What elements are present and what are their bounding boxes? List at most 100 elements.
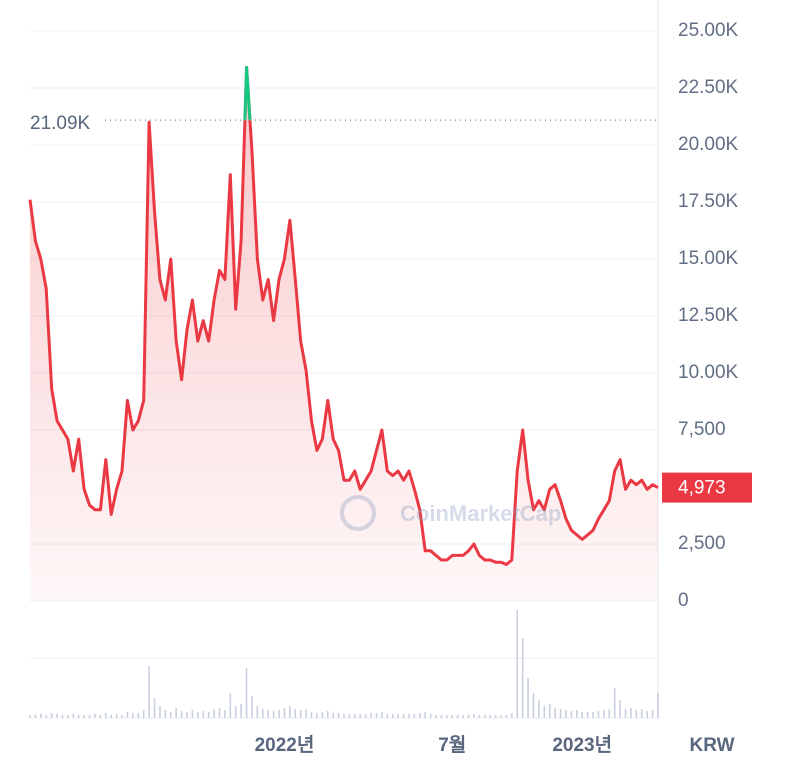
volume-bar (234, 706, 237, 718)
volume-bar (397, 714, 399, 718)
volume-bar (224, 710, 226, 718)
volume-bar (565, 710, 567, 718)
volume-bar (337, 713, 340, 718)
volume-bar (581, 712, 584, 718)
volume-bar (45, 715, 48, 718)
volume-bar (440, 715, 443, 718)
max-label-bg (20, 106, 102, 135)
volume-bar (50, 713, 53, 718)
max-label: 21.09K (30, 113, 91, 134)
volume-bar (56, 714, 58, 718)
volume-bar (570, 711, 573, 718)
volume-bar (527, 678, 529, 718)
watermark-logo (340, 495, 376, 531)
volume-bar (218, 708, 221, 718)
volume-bar (391, 714, 394, 718)
volume-bar (505, 715, 508, 718)
volume-bar (272, 711, 275, 718)
volume-bar (624, 709, 627, 718)
volume-bar (267, 710, 270, 718)
volume-bar (413, 714, 416, 718)
y-tick-label: 17.50K (678, 191, 739, 212)
volume-bar (316, 713, 318, 718)
volume-bar (359, 714, 362, 718)
volume-bar (554, 708, 556, 718)
volume-bar (494, 715, 497, 718)
volume-bar (153, 698, 156, 718)
y-tick-label: 20.00K (678, 134, 739, 155)
volume-bar (110, 715, 113, 718)
volume-bar (207, 712, 210, 718)
volume-bar (305, 709, 307, 718)
volume-bar (240, 704, 242, 718)
volume-bar (586, 712, 589, 718)
volume-bar (521, 638, 524, 718)
volume-bar (483, 715, 486, 718)
volume-bar (245, 668, 248, 718)
price-area (30, 67, 658, 601)
volume-bar (175, 708, 177, 718)
watermark-text: CoinMarketCap (400, 501, 561, 526)
y-tick-label: 15.00K (678, 248, 739, 269)
volume-bar (408, 714, 410, 718)
volume-bar (646, 711, 648, 718)
volume-bar (640, 709, 643, 718)
volume-bar (104, 713, 107, 718)
volume-bar (532, 693, 535, 718)
volume-bar (619, 700, 621, 718)
volume-bar (202, 711, 205, 718)
volume-bar (142, 710, 145, 718)
volume-bar (40, 714, 42, 718)
volume-bar (473, 714, 475, 718)
volume-bar (310, 712, 313, 718)
volume-bar (121, 715, 123, 718)
volume-bar (321, 712, 324, 718)
x-tick-label: 2023년 (552, 734, 612, 756)
y-tick-label: 7,500 (678, 419, 726, 440)
volume-bar (191, 710, 194, 718)
volume-bar (402, 714, 405, 718)
volume-bar (370, 713, 372, 718)
volume-bar (229, 693, 232, 718)
volume-bar (126, 712, 129, 718)
currency-label: KRW (689, 735, 734, 756)
volume-bar (348, 714, 351, 718)
price-line (28, 66, 659, 566)
current-price-tag (662, 472, 752, 503)
volume-bar (115, 714, 118, 718)
volume-bar (538, 700, 540, 718)
volume-bar (61, 715, 64, 718)
volume-bar (72, 714, 75, 718)
volume-bar (299, 710, 302, 718)
volume-bar (446, 715, 448, 718)
volume-bar (289, 706, 291, 718)
volume-bar (635, 710, 638, 718)
volume-bar (592, 712, 594, 718)
y-tick-label: 2,500 (678, 533, 726, 554)
volume-bar (180, 711, 183, 718)
volume-bar (278, 710, 280, 718)
volume-bar (386, 714, 389, 718)
volume-bar (99, 715, 102, 718)
volume-bar (326, 711, 329, 718)
volume-bar (424, 712, 427, 718)
volume-bar (375, 713, 378, 718)
volume-bar (132, 713, 134, 718)
volume-bar (169, 712, 172, 718)
volume-bar (435, 715, 437, 718)
y-tick-label: 25.00K (678, 20, 739, 41)
volume-bar (197, 712, 199, 718)
volume-bar (559, 709, 562, 718)
volume-bar (343, 714, 345, 718)
volume-bar (29, 715, 31, 718)
volume-bar (630, 708, 632, 718)
volume-bar (77, 715, 80, 718)
volume-bar (213, 709, 215, 718)
volume-bar (186, 712, 188, 718)
volume-bar (148, 666, 150, 718)
volume-bar (543, 706, 546, 718)
volume-bar (251, 696, 253, 718)
volume-bar (613, 688, 616, 718)
volume-bar (364, 714, 367, 718)
